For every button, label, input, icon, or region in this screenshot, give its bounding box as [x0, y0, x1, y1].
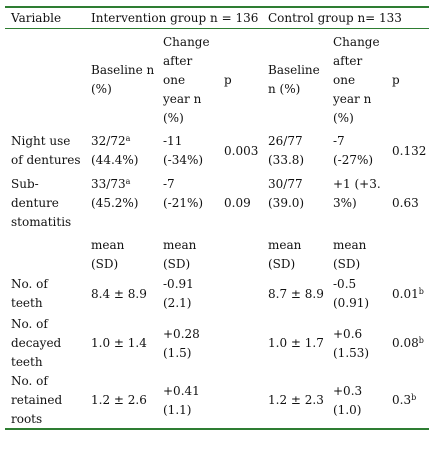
subheader-int-baseline: Baseline n (%): [91, 63, 155, 96]
top-rule: [5, 6, 429, 8]
row-stomatitis-ctl-baseline: 30/77 (39.0): [268, 177, 305, 210]
subheader-int-p: p: [224, 73, 232, 87]
row-teeth-int-baseline: 8.4 ± 8.9: [91, 287, 147, 301]
row-roots-ctl-change: +0.3 (1.0): [333, 384, 363, 417]
header-intervention: Intervention group n = 136: [91, 11, 259, 25]
row-stomatitis-variable: Sub- denture stomatitis: [11, 177, 72, 229]
row-decayed-variable: No. of decayed teeth: [11, 317, 62, 369]
row-decayed-ctl-baseline: 1.0 ± 1.7: [268, 336, 324, 350]
subheader-ctl-p: p: [392, 73, 400, 87]
row-roots-int-baseline: 1.2 ± 2.6: [91, 393, 147, 407]
row-decayed-int-change: +0.28 (1.5): [163, 327, 200, 360]
row-stomatitis-ctl-p: 0.63: [392, 196, 419, 210]
row-night-use-ctl-change: -7 (-27%): [333, 134, 374, 167]
row-teeth-variable: No. of teeth: [11, 277, 48, 310]
row-decayed-ctl-p: 0.08b: [392, 336, 424, 350]
row-stomatitis-ctl-change: +1 (+3. 3%): [333, 177, 381, 210]
row-night-use-int-baseline: 32/72a (44.4%): [91, 134, 139, 167]
row-teeth-ctl-baseline: 8.7 ± 8.9: [268, 287, 324, 301]
header-rule: [5, 28, 429, 29]
row-stomatitis-int-baseline: 33/73a (45.2%): [91, 177, 139, 210]
bottom-rule: [5, 428, 429, 430]
row-roots-int-change: +0.41 (1.1): [163, 384, 200, 417]
row-roots-ctl-p: 0.3b: [392, 393, 417, 407]
row-night-use-variable: Night use of dentures: [11, 134, 81, 167]
row-roots-ctl-baseline: 1.2 ± 2.3: [268, 393, 324, 407]
subheader-ctl-baseline: Baseline n (%): [268, 63, 320, 96]
mean-header-int-change: mean (SD): [163, 238, 197, 271]
subheader-ctl-change: Change after one year n (%): [333, 35, 380, 125]
header-variable: Variable: [11, 11, 62, 25]
mean-header-ctl-baseline: mean (SD): [268, 238, 302, 271]
row-night-use-ctl-p: 0.132: [392, 144, 427, 158]
row-teeth-ctl-change: -0.5 (0.91): [333, 277, 370, 310]
row-teeth-ctl-p: 0.01b: [392, 287, 424, 301]
subheader-int-change: Change after one year n (%): [163, 35, 210, 125]
row-night-use-int-change: -11 (-34%): [163, 134, 204, 167]
mean-header-int-baseline: mean (SD): [91, 238, 125, 271]
row-decayed-ctl-change: +0.6 (1.53): [333, 327, 370, 360]
row-stomatitis-int-p: 0.09: [224, 196, 251, 210]
row-decayed-int-baseline: 1.0 ± 1.4: [91, 336, 147, 350]
row-roots-variable: No. of retained roots: [11, 374, 63, 426]
row-night-use-ctl-baseline: 26/77 (33.8): [268, 134, 305, 167]
header-control: Control group n= 133: [268, 11, 402, 25]
row-night-use-int-p: 0.003: [224, 144, 259, 158]
row-teeth-int-change: -0.91 (2.1): [163, 277, 194, 310]
mean-header-ctl-change: mean (SD): [333, 238, 367, 271]
row-stomatitis-int-change: -7 (-21%): [163, 177, 204, 210]
